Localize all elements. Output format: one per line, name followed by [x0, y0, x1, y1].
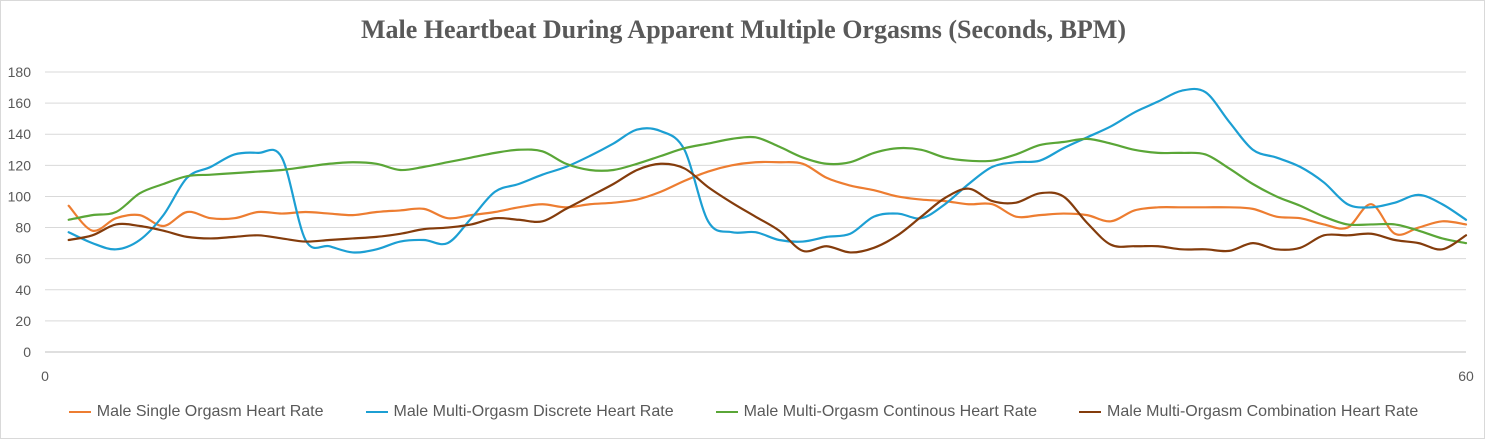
- series-line-male-multi-orgasm-discrete-heart-rate: [67, 87, 1468, 254]
- y-tick-label: 0: [23, 344, 31, 360]
- legend-label: Male Multi-Orgasm Discrete Heart Rate: [393, 403, 674, 420]
- x-tick-label: 0: [41, 368, 49, 384]
- y-tick-label: 100: [8, 188, 32, 204]
- legend-swatch: [1079, 411, 1102, 413]
- legend: Male Single Orgasm Heart Rate Male Multi-…: [1, 403, 1485, 421]
- y-tick-label: 120: [8, 157, 32, 173]
- legend-swatch: [715, 411, 738, 413]
- chart-title: Male Heartbeat During Apparent Multiple …: [360, 15, 1127, 44]
- legend-item: Male Multi-Orgasm Combination Heart Rate: [1079, 403, 1418, 421]
- legend-item: Male Multi-Orgasm Continous Heart Rate: [715, 403, 1038, 421]
- legend-label: Male Multi-Orgasm Continous Heart Rate: [743, 403, 1038, 420]
- y-tick-label: 180: [8, 64, 32, 80]
- y-tick-label: 20: [15, 313, 31, 329]
- legend-label: Male Single Orgasm Heart Rate: [96, 403, 324, 420]
- series-line-male-multi-orgasm-combination-heart-rate: [67, 162, 1468, 254]
- y-tick-label: 160: [8, 95, 32, 111]
- x-tick-label: 60: [1458, 368, 1474, 384]
- y-tick-label: 40: [15, 282, 31, 298]
- legend-item: Male Single Orgasm Heart Rate: [68, 403, 324, 421]
- legend-swatch: [68, 411, 91, 413]
- legend-item: Male Multi-Orgasm Discrete Heart Rate: [365, 403, 674, 421]
- y-tick-label: 80: [15, 220, 31, 236]
- series-line-male-multi-orgasm-continous-heart-rate: [67, 135, 1468, 245]
- y-tick-label: 60: [15, 251, 31, 267]
- series-line-male-single-orgasm-heart-rate: [67, 160, 1468, 236]
- legend-swatch: [365, 411, 388, 413]
- legend-label: Male Multi-Orgasm Combination Heart Rate: [1107, 403, 1419, 420]
- y-tick-label: 140: [8, 126, 32, 142]
